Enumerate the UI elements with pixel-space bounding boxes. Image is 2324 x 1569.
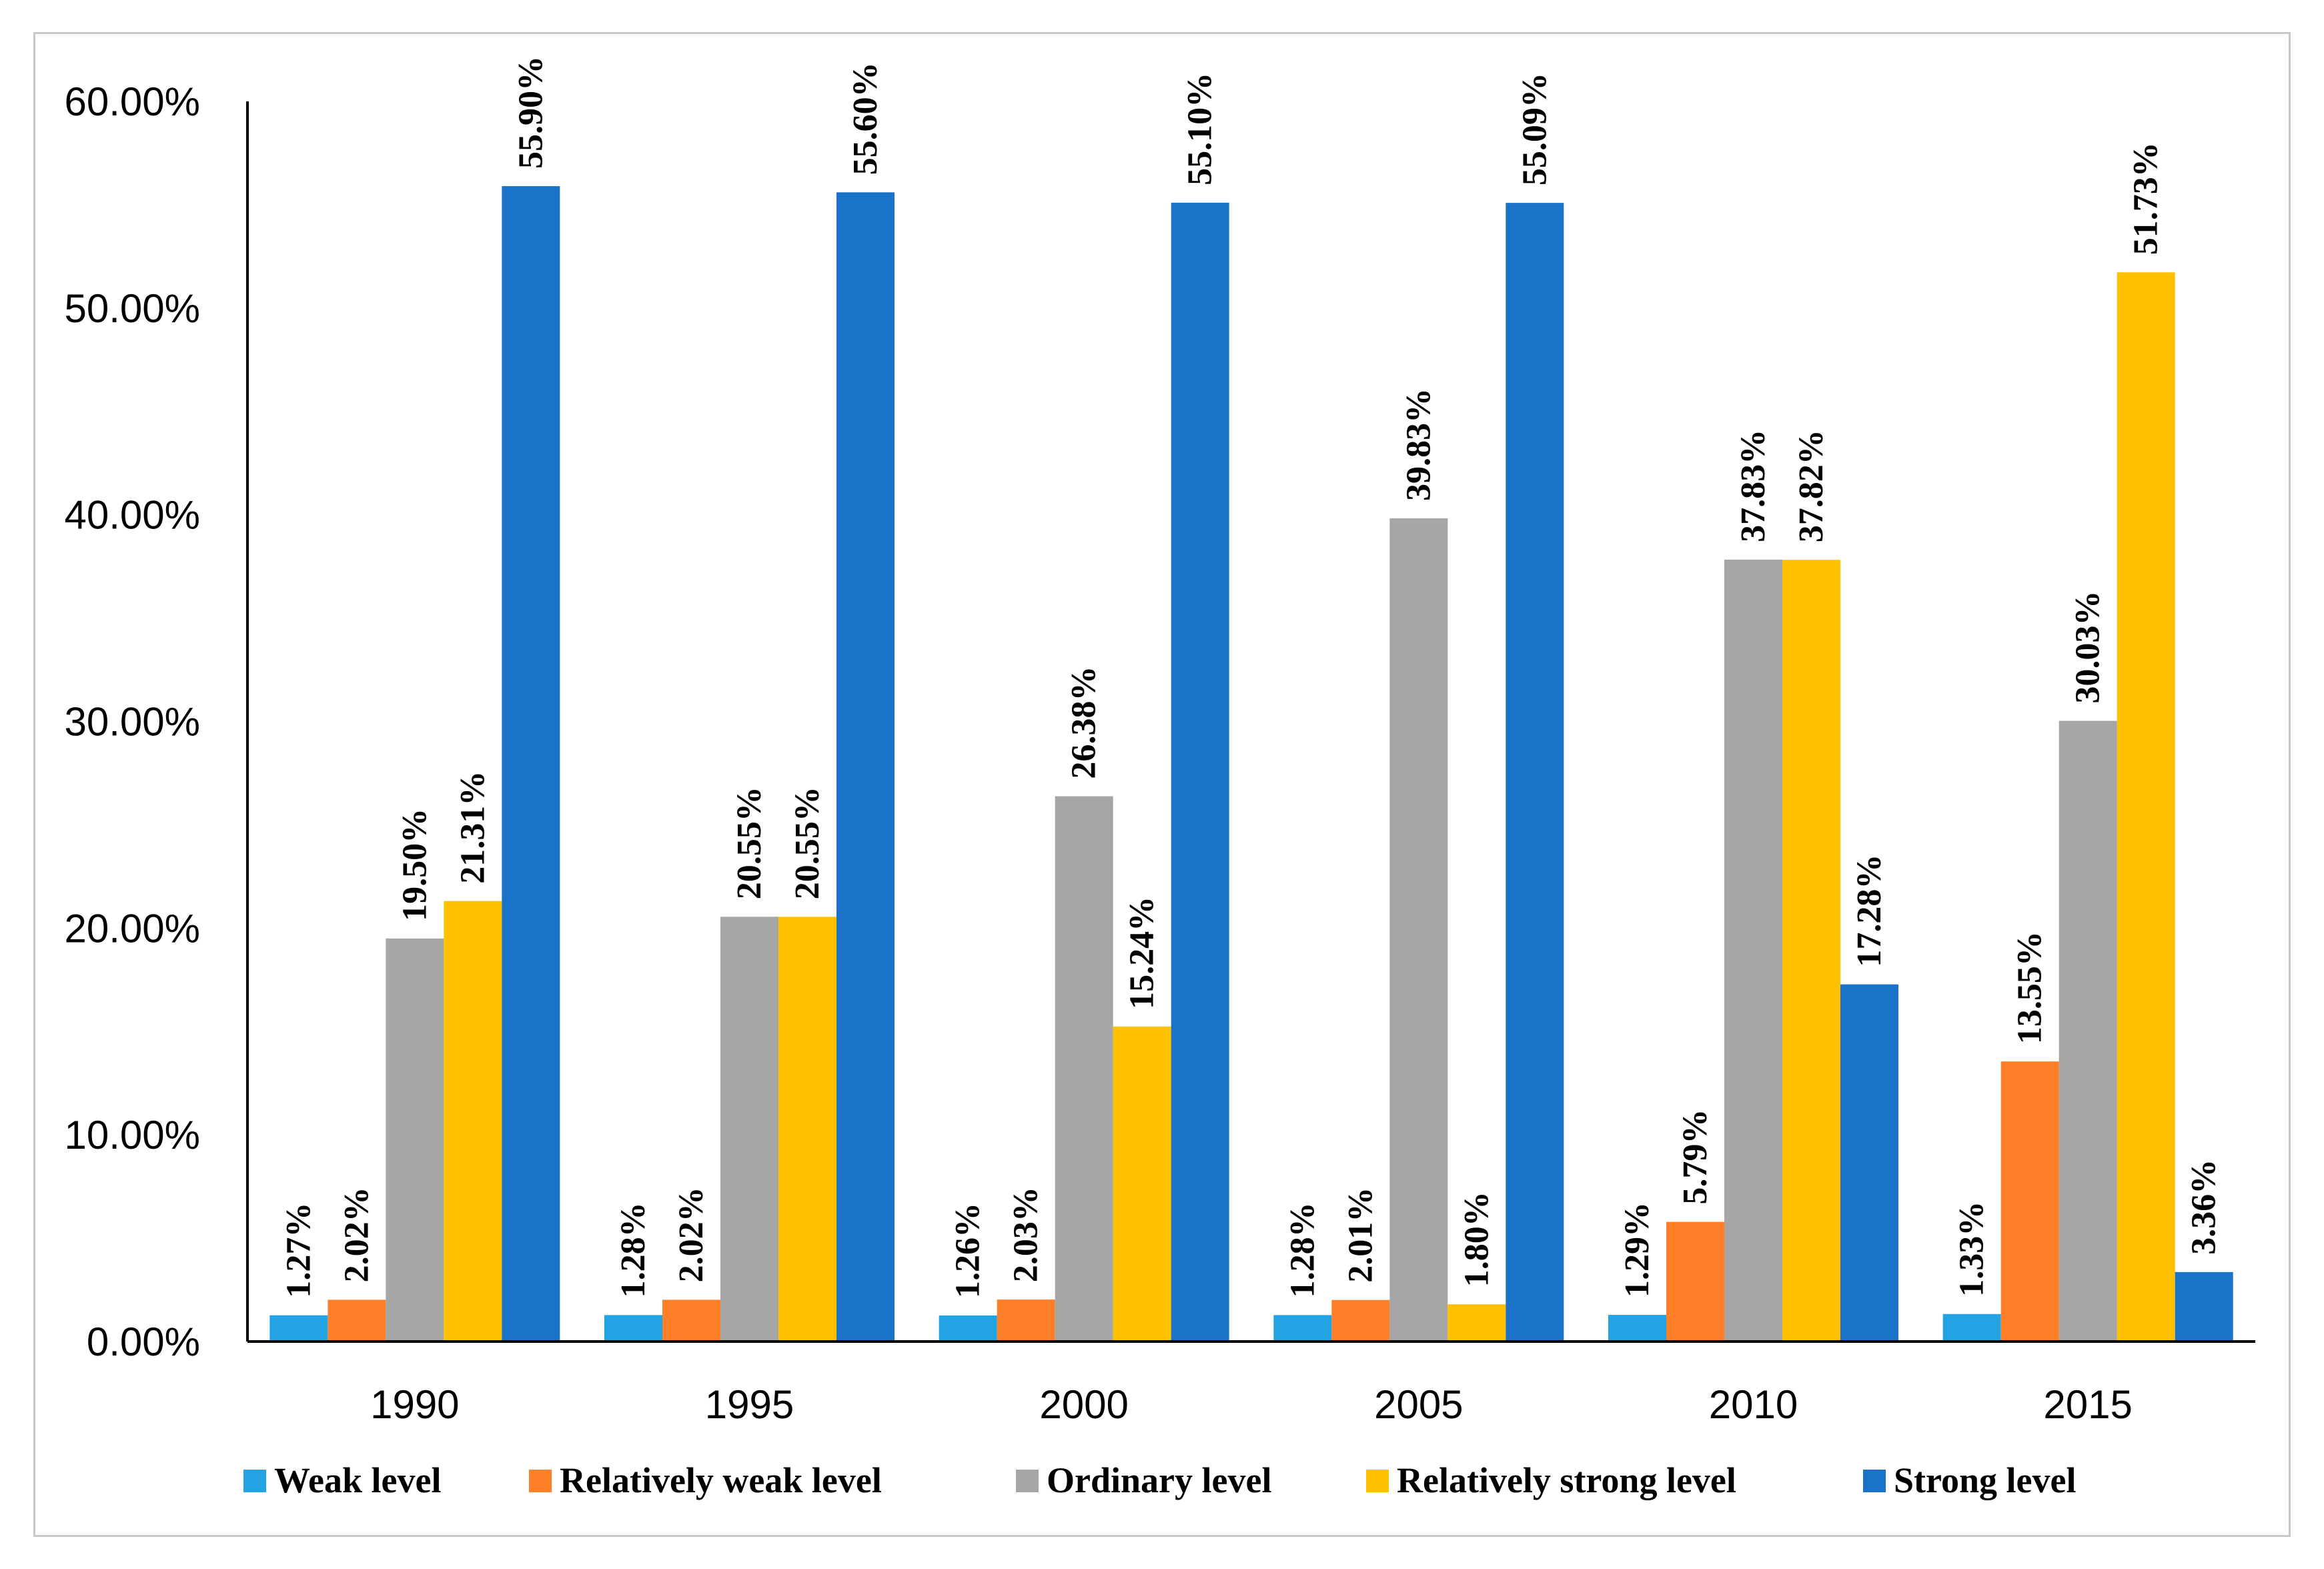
bar-strong-level-2015 <box>2175 1271 2233 1342</box>
bar-ordinary-level-2005 <box>1389 518 1448 1342</box>
legend-swatch-strong-level <box>1863 1470 1886 1492</box>
y-tick-label: 40.00% <box>65 493 201 538</box>
data-label-strong-level-2015: 3.36% <box>2185 1159 2223 1255</box>
x-axis-ticks: 1990 1995 2000 2005 2010 2015 <box>370 1382 2133 1427</box>
bars <box>269 186 2233 1342</box>
bar-strong-level-1990 <box>502 186 560 1342</box>
data-label-ordinary-level-2010: 37.83% <box>1734 430 1772 542</box>
legend-swatch-relatively-strong-level <box>1366 1470 1389 1492</box>
bar-strong-level-2005 <box>1506 203 1564 1342</box>
bar-strong-level-2000 <box>1171 202 1229 1342</box>
data-label-relatively-strong-level-2010: 37.82% <box>1792 430 1830 542</box>
data-label-weak-level-2005: 1.28% <box>1283 1202 1321 1297</box>
data-label-relatively-weak-level-2015: 13.55% <box>2011 931 2049 1044</box>
bar-relatively-strong-level-2005 <box>1447 1304 1506 1342</box>
bar-relatively-weak-level-1990 <box>328 1299 386 1342</box>
y-tick-label: 0.00% <box>87 1320 200 1364</box>
data-label-weak-level-2015: 1.33% <box>1953 1201 1991 1297</box>
legend-label-ordinary-level: Ordinary level <box>1047 1460 1271 1500</box>
data-label-relatively-weak-level-1990: 2.02% <box>338 1187 376 1282</box>
bar-strong-level-2010 <box>1840 984 1898 1342</box>
bar-ordinary-level-1990 <box>386 938 444 1342</box>
legend-swatch-ordinary-level <box>1016 1470 1039 1492</box>
data-label-strong-level-2000: 55.10% <box>1181 73 1219 185</box>
data-label-relatively-weak-level-1995: 2.02% <box>672 1187 710 1282</box>
bar-ordinary-level-1995 <box>720 917 778 1342</box>
x-tick-label-2005: 2005 <box>1374 1382 1463 1427</box>
data-label-relatively-weak-level-2000: 2.03% <box>1007 1187 1045 1282</box>
bar-weak-level-1995 <box>604 1315 662 1342</box>
bar-strong-level-1995 <box>836 192 895 1342</box>
legend-label-weak-level: Weak level <box>274 1460 441 1500</box>
data-label-relatively-strong-level-1990: 21.31% <box>454 771 492 884</box>
data-label-ordinary-level-1990: 19.50% <box>396 809 434 921</box>
bar-relatively-weak-level-1995 <box>662 1299 720 1342</box>
data-label-strong-level-2010: 17.28% <box>1850 855 1888 967</box>
bar-relatively-strong-level-2015 <box>2117 272 2175 1342</box>
legend-label-strong-level: Strong level <box>1894 1460 2076 1500</box>
y-axis-ticks: 0.00% 10.00% 20.00% 30.00% 40.00% 50.00% 60.00… <box>65 79 201 1364</box>
data-label-strong-level-1990: 55.90% <box>512 56 550 169</box>
data-labels: 1.27% 2.02% 19.50% 21.31% 55.90% 1.28% 2.02% 20… <box>279 56 2223 1298</box>
data-label-relatively-strong-level-2015: 51.73% <box>2127 142 2165 255</box>
data-label-strong-level-1995: 55.60% <box>846 62 885 175</box>
x-tick-label-2010: 2010 <box>1709 1382 1798 1427</box>
bar-weak-level-2015 <box>1942 1314 2001 1342</box>
x-tick-label-1995: 1995 <box>705 1382 794 1427</box>
bar-relatively-weak-level-2000 <box>997 1299 1055 1342</box>
y-tick-label: 10.00% <box>65 1113 201 1157</box>
y-tick-label: 30.00% <box>65 700 201 744</box>
legend-label-relatively-strong-level: Relatively strong level <box>1397 1460 1736 1500</box>
data-label-ordinary-level-2015: 30.03% <box>2069 591 2107 704</box>
legend: Weak level Relatively weak level Ordinary … <box>243 1460 2076 1500</box>
bar-relatively-strong-level-2010 <box>1782 560 1840 1342</box>
legend-swatch-weak-level <box>243 1470 266 1492</box>
y-tick-label: 50.00% <box>65 286 201 331</box>
y-tick-label: 60.00% <box>65 79 201 124</box>
data-label-ordinary-level-2000: 26.38% <box>1065 666 1103 779</box>
bar-weak-level-2010 <box>1608 1315 1666 1342</box>
data-label-weak-level-2000: 1.26% <box>949 1203 987 1298</box>
data-label-relatively-strong-level-1995: 20.55% <box>788 787 826 899</box>
data-label-strong-level-2005: 55.09% <box>1516 73 1554 185</box>
data-label-weak-level-2010: 1.29% <box>1618 1202 1656 1297</box>
bar-ordinary-level-2010 <box>1724 559 1782 1342</box>
x-tick-label-2015: 2015 <box>2043 1382 2132 1427</box>
y-tick-label: 20.00% <box>65 906 201 951</box>
data-label-ordinary-level-2005: 39.83% <box>1399 388 1437 501</box>
chart-frame: 0.00% 10.00% 20.00% 30.00% 40.00% 50.00% 60.00… <box>33 32 2291 1537</box>
data-label-weak-level-1990: 1.27% <box>279 1203 318 1298</box>
data-label-relatively-weak-level-2005: 2.01% <box>1341 1187 1379 1283</box>
bar-chart: 0.00% 10.00% 20.00% 30.00% 40.00% 50.00% 60.00… <box>65 56 2255 1500</box>
data-label-relatively-strong-level-2000: 15.24% <box>1123 897 1161 1009</box>
data-label-relatively-strong-level-2005: 1.80% <box>1458 1191 1496 1287</box>
bar-weak-level-1990 <box>269 1315 328 1342</box>
bar-relatively-weak-level-2010 <box>1666 1221 1724 1342</box>
x-tick-label-2000: 2000 <box>1039 1382 1128 1427</box>
data-label-ordinary-level-1995: 20.55% <box>730 787 768 899</box>
data-label-weak-level-1995: 1.28% <box>614 1202 652 1297</box>
bar-weak-level-2000 <box>939 1315 997 1342</box>
bar-relatively-strong-level-2000 <box>1113 1026 1171 1342</box>
bar-relatively-strong-level-1990 <box>444 901 502 1342</box>
bar-relatively-strong-level-1995 <box>778 917 836 1342</box>
legend-swatch-relatively-weak-level <box>529 1470 552 1492</box>
bar-relatively-weak-level-2015 <box>2000 1061 2059 1342</box>
bar-ordinary-level-2000 <box>1055 796 1113 1342</box>
data-label-relatively-weak-level-2010: 5.79% <box>1676 1109 1714 1205</box>
legend-label-relatively-weak-level: Relatively weak level <box>560 1460 882 1500</box>
bar-relatively-weak-level-2005 <box>1331 1299 1390 1342</box>
bar-ordinary-level-2015 <box>2059 720 2117 1342</box>
bar-weak-level-2005 <box>1273 1315 1332 1342</box>
x-tick-label-1990: 1990 <box>370 1382 459 1427</box>
